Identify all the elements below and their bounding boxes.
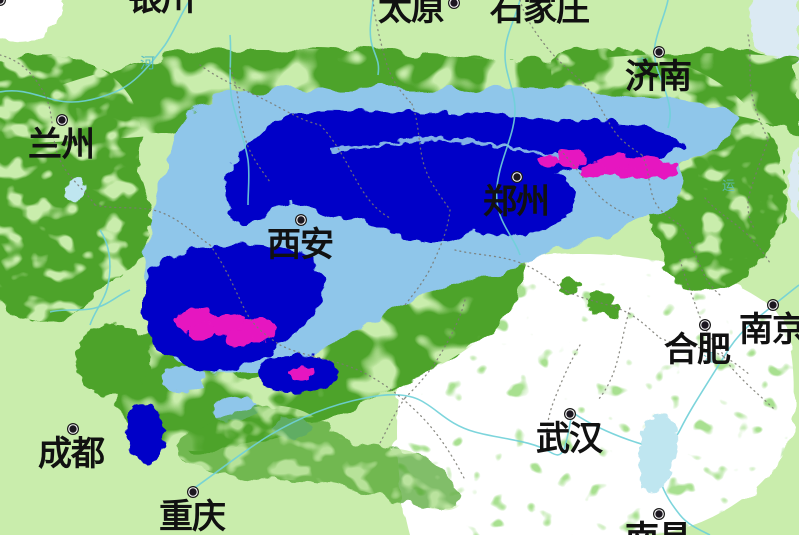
svg-text:运: 运 bbox=[722, 178, 735, 193]
svg-text:河: 河 bbox=[140, 55, 155, 72]
